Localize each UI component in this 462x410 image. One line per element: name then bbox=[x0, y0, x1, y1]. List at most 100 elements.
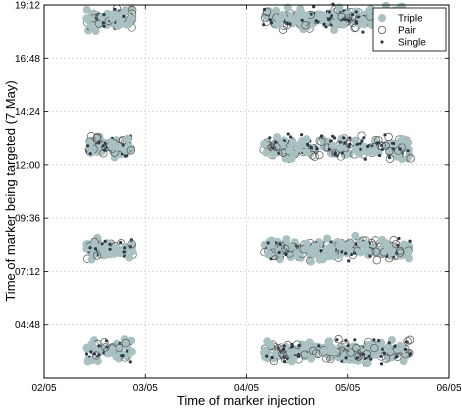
triple-point bbox=[306, 247, 315, 256]
single-point bbox=[108, 242, 112, 246]
pair-point bbox=[405, 335, 415, 344]
triple-point bbox=[272, 6, 281, 15]
pair-point bbox=[91, 351, 101, 360]
single-point bbox=[122, 14, 126, 18]
single-point bbox=[324, 25, 328, 29]
legend-label-single: Single bbox=[398, 38, 426, 49]
legend-marker-single bbox=[380, 40, 384, 44]
single-point bbox=[397, 236, 401, 241]
single-point bbox=[344, 338, 348, 342]
single-point bbox=[278, 242, 282, 246]
triple-point bbox=[82, 5, 91, 14]
triple-point bbox=[386, 352, 395, 361]
single-point bbox=[97, 344, 101, 348]
triple-point bbox=[302, 148, 311, 157]
single-point bbox=[342, 136, 346, 140]
single-point bbox=[300, 18, 304, 22]
pair-point bbox=[261, 13, 270, 23]
legend-marker-triple bbox=[378, 14, 386, 22]
x-tick-label: 06/05 bbox=[436, 383, 461, 394]
triple-point bbox=[311, 242, 320, 251]
single-point bbox=[103, 148, 107, 152]
x-tick-label: 05/05 bbox=[335, 383, 360, 394]
single-point bbox=[354, 20, 358, 24]
triple-point bbox=[360, 142, 369, 151]
single-point bbox=[354, 10, 358, 14]
pair-point bbox=[121, 338, 130, 348]
pair-point bbox=[128, 6, 137, 15]
single-point bbox=[285, 21, 289, 26]
pair-point bbox=[101, 343, 110, 352]
triple-point bbox=[82, 244, 91, 253]
single-point bbox=[361, 30, 365, 34]
single-point bbox=[289, 135, 293, 139]
pair-point bbox=[92, 251, 102, 260]
triple-point bbox=[383, 344, 392, 353]
triple-point bbox=[371, 349, 380, 358]
pair-point bbox=[352, 344, 361, 353]
single-point bbox=[362, 136, 366, 140]
single-point bbox=[333, 136, 337, 140]
triple-point bbox=[315, 10, 324, 19]
single-point bbox=[309, 12, 313, 16]
legend-label-triple: Triple bbox=[398, 14, 423, 25]
single-point bbox=[88, 246, 92, 250]
triple-point bbox=[403, 154, 412, 163]
pair-point bbox=[317, 137, 326, 146]
single-point bbox=[348, 136, 352, 140]
triple-point bbox=[404, 138, 413, 147]
pair-point bbox=[126, 146, 135, 155]
pair-point bbox=[293, 340, 302, 349]
triple-point bbox=[364, 7, 373, 16]
triple-point bbox=[287, 154, 296, 163]
single-point bbox=[297, 343, 301, 348]
triple-point bbox=[84, 14, 93, 23]
single-point bbox=[265, 354, 269, 358]
pair-point bbox=[370, 343, 379, 353]
pair-point bbox=[326, 354, 335, 364]
triple-point bbox=[339, 20, 348, 29]
pair-point bbox=[310, 152, 319, 161]
triple-point bbox=[293, 249, 301, 258]
single-point bbox=[369, 357, 373, 361]
triple-point bbox=[286, 348, 295, 357]
pair-point bbox=[384, 132, 393, 142]
pair-point bbox=[127, 240, 136, 249]
single-point bbox=[381, 347, 385, 351]
triple-point bbox=[365, 15, 374, 23]
triple-point bbox=[330, 347, 339, 356]
triple-point bbox=[363, 345, 372, 354]
single-point bbox=[353, 338, 357, 342]
triple-point bbox=[127, 336, 136, 345]
single-point bbox=[268, 136, 272, 140]
triple-point bbox=[351, 231, 360, 240]
single-point bbox=[84, 352, 89, 356]
pair-point bbox=[336, 152, 346, 161]
single-point bbox=[128, 360, 132, 364]
single-point bbox=[270, 355, 274, 360]
single-point bbox=[348, 142, 352, 146]
single-point bbox=[274, 140, 278, 144]
single-point bbox=[319, 134, 324, 138]
triple-point bbox=[108, 14, 117, 23]
pair-point bbox=[334, 335, 343, 344]
single-point bbox=[97, 140, 101, 144]
single-point bbox=[102, 24, 106, 28]
single-point bbox=[372, 338, 376, 342]
pair-point bbox=[343, 16, 352, 25]
triple-point bbox=[110, 153, 119, 162]
single-point bbox=[327, 147, 331, 151]
single-point bbox=[329, 240, 333, 244]
pair-point bbox=[315, 150, 324, 160]
single-point bbox=[284, 252, 288, 257]
grid-lines bbox=[44, 5, 449, 378]
legend-box bbox=[372, 7, 447, 52]
single-point bbox=[316, 20, 320, 24]
pair-point bbox=[372, 256, 381, 265]
legend-label-pair: Pair bbox=[398, 26, 416, 37]
triple-point bbox=[94, 20, 103, 29]
axis-ticks: 02/05 03/05 04/05 05/05 06/05 04:48 07:12 09:36… bbox=[15, 1, 462, 395]
single-point bbox=[377, 339, 381, 343]
triple-point bbox=[324, 252, 333, 261]
single-point bbox=[366, 144, 370, 149]
